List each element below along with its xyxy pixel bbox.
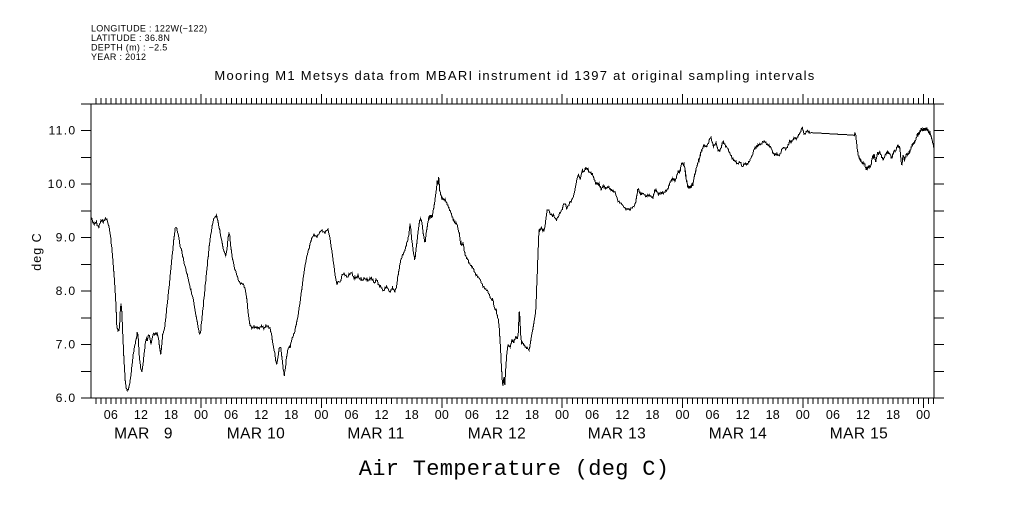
- svg-text:12: 12: [375, 408, 389, 422]
- svg-text:MAR 13: MAR 13: [588, 425, 646, 442]
- svg-text:00: 00: [796, 408, 810, 422]
- svg-text:18: 18: [645, 408, 659, 422]
- svg-text:10.0: 10.0: [48, 177, 77, 191]
- svg-text:Air Temperature (deg C): Air Temperature (deg C): [359, 457, 670, 482]
- svg-text:12: 12: [615, 408, 629, 422]
- svg-text:LATITUDE : 36.8N: LATITUDE : 36.8N: [91, 33, 170, 43]
- svg-text:8.0: 8.0: [56, 284, 77, 298]
- svg-text:MAR 11: MAR 11: [347, 425, 404, 442]
- svg-text:12: 12: [856, 408, 870, 422]
- svg-text:12: 12: [495, 408, 509, 422]
- svg-text:YEAR : 2012: YEAR : 2012: [91, 52, 146, 62]
- svg-text:MAR 14: MAR 14: [709, 425, 767, 442]
- svg-text:deg C: deg C: [30, 232, 44, 270]
- svg-text:18: 18: [886, 408, 900, 422]
- svg-text:06: 06: [344, 408, 358, 422]
- svg-text:06: 06: [465, 408, 479, 422]
- svg-text:12: 12: [736, 408, 750, 422]
- svg-text:11.0: 11.0: [48, 124, 76, 138]
- svg-text:06: 06: [585, 408, 599, 422]
- svg-text:00: 00: [194, 408, 208, 422]
- svg-text:MAR 10: MAR 10: [227, 425, 285, 442]
- svg-text:MAR 12: MAR 12: [468, 425, 526, 442]
- svg-text:06: 06: [706, 408, 720, 422]
- svg-text:12: 12: [134, 408, 148, 422]
- svg-text:MAR 15: MAR 15: [830, 425, 888, 442]
- svg-text:6.0: 6.0: [56, 391, 77, 405]
- svg-text:00: 00: [675, 408, 689, 422]
- svg-text:06: 06: [826, 408, 840, 422]
- svg-text:18: 18: [405, 408, 419, 422]
- svg-text:LONGITUDE : 122W(−122): LONGITUDE : 122W(−122): [91, 24, 207, 34]
- svg-text:Mooring M1 Metsys data from MB: Mooring M1 Metsys data from MBARI instru…: [214, 68, 815, 83]
- svg-text:9.0: 9.0: [56, 231, 77, 245]
- svg-text:18: 18: [766, 408, 780, 422]
- svg-text:18: 18: [284, 408, 298, 422]
- svg-text:DEPTH (m) : −2.5: DEPTH (m) : −2.5: [91, 43, 168, 53]
- svg-text:00: 00: [314, 408, 328, 422]
- svg-text:00: 00: [435, 408, 449, 422]
- svg-text:06: 06: [104, 408, 118, 422]
- svg-text:00: 00: [555, 408, 569, 422]
- svg-text:7.0: 7.0: [56, 338, 77, 352]
- svg-text:12: 12: [254, 408, 268, 422]
- svg-text:00: 00: [916, 408, 930, 422]
- svg-text:MAR 9: MAR 9: [114, 425, 173, 442]
- svg-text:06: 06: [224, 408, 238, 422]
- svg-text:18: 18: [164, 408, 178, 422]
- svg-text:18: 18: [525, 408, 539, 422]
